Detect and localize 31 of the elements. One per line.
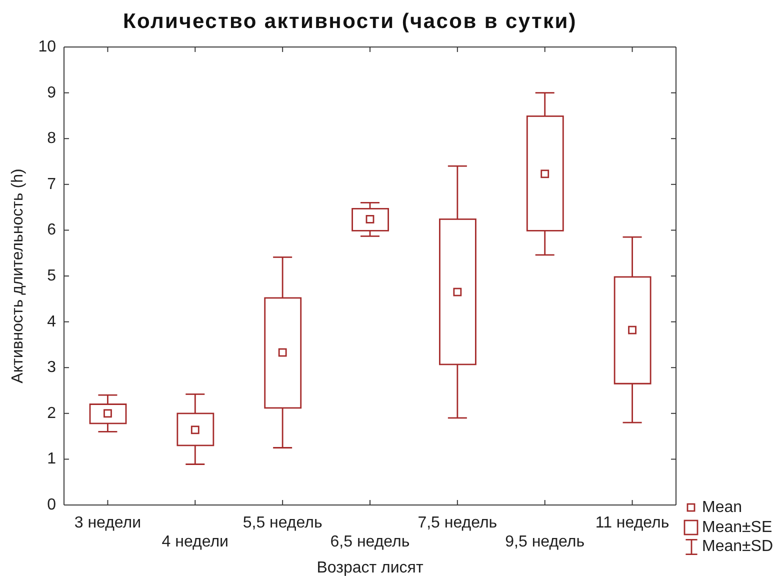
y-tick-label: 5 bbox=[47, 268, 56, 284]
y-tick-label: 0 bbox=[47, 496, 56, 514]
x-axis-title: Возраст лисят bbox=[316, 560, 424, 576]
point bbox=[540, 170, 550, 178]
text: Mean±SD bbox=[702, 538, 773, 556]
x-tick-label: 4 недели bbox=[162, 534, 228, 550]
point bbox=[278, 348, 287, 357]
y-tick-label: 9 bbox=[47, 84, 56, 102]
point bbox=[104, 409, 112, 418]
y-tick-label: 4 bbox=[47, 313, 56, 330]
y-axis-title: Активность длительность (h) bbox=[10, 168, 26, 384]
point bbox=[366, 215, 374, 224]
y-tick-label: 7 bbox=[47, 176, 56, 193]
chart-title: Количество активности (часов в сутки) bbox=[122, 9, 578, 35]
legend-label: Mean bbox=[702, 499, 742, 518]
point bbox=[628, 326, 636, 334]
y-tick-label: 1 bbox=[47, 450, 56, 468]
point bbox=[453, 288, 462, 296]
y-tick-label: 10 bbox=[38, 38, 56, 56]
y-tick-label: 3 bbox=[47, 359, 56, 376]
point bbox=[190, 426, 200, 434]
x-tick-label: 9,5 недель bbox=[505, 534, 585, 550]
legend-label: Mean±SE bbox=[702, 518, 772, 537]
y-tick-label: 2 bbox=[47, 404, 56, 422]
x-tick-label: 5,5 недель bbox=[242, 514, 322, 532]
x-tick-label: 11 недель bbox=[595, 514, 670, 532]
x-tick-label: 6,5 недель bbox=[330, 534, 410, 550]
y-tick-label: 6 bbox=[47, 222, 56, 239]
y-tick-label: 8 bbox=[47, 130, 56, 148]
x-tick-label: 3 недели bbox=[74, 514, 142, 532]
x-tick-label: 7,5 недель bbox=[418, 514, 498, 532]
